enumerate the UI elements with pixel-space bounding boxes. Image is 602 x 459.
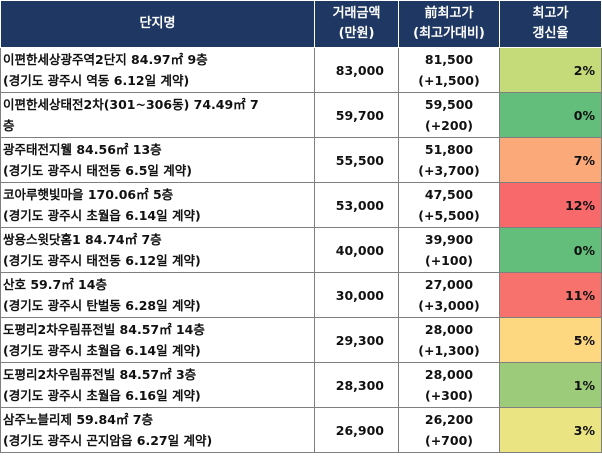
complex-name: 이편한세상광주역2단지 84.97㎡ 9층 <box>3 52 208 67</box>
previous-high-cell: 51,800 (+3,700) <box>398 137 500 183</box>
previous-high-cell: 81,500 (+1,500) <box>398 47 500 93</box>
previous-high-cell: 26,200 (+700) <box>398 407 500 453</box>
table-row: 광주태전지웰 84.56㎡ 13층 (경기도 광주시 태전동 6.5일 계약) 55… <box>0 137 602 183</box>
renewal-rate-cell: 2% <box>499 47 602 93</box>
previous-high-value: 26,200 <box>424 412 474 427</box>
previous-high-diff: (+700) <box>425 433 473 448</box>
header-row: 단지명 거래금액 (만원) 前최고가 (최고가대비) 최고가 갱신율 <box>0 0 602 48</box>
price-cell: 28,300 <box>314 362 399 408</box>
complex-cell: 코아루햇빛마을 170.06㎡ 5층 (경기도 광주시 초월읍 6.14일 계약) <box>0 182 315 228</box>
complex-name: 도평리2차우림퓨전빌 84.57㎡ 14층 <box>3 322 205 337</box>
complex-cell: 이편한세상광주역2단지 84.97㎡ 9층 (경기도 광주시 역동 6.12일 계… <box>0 47 315 93</box>
renewal-rate-cell: 1% <box>499 362 602 408</box>
table-row: 산호 59.7㎡ 14층 (경기도 광주시 탄벌동 6.28일 계약) 30,000… <box>0 272 602 318</box>
complex-location: 층 <box>3 118 15 133</box>
complex-cell: 이편한세상태전2차(301~306동) 74.49㎡ 7 층 <box>0 92 315 138</box>
complex-cell: 도평리2차우림퓨전빌 84.57㎡ 14층 (경기도 광주시 초월읍 6.14일 … <box>0 317 315 363</box>
previous-high-value: 27,000 <box>424 277 474 292</box>
table-row: 쌍용스윗닷홈1 84.74㎡ 7층 (경기도 광주시 태전동 6.12일 계약) 4… <box>0 227 602 273</box>
previous-high-diff: (+100) <box>425 253 473 268</box>
table-body: 이편한세상광주역2단지 84.97㎡ 9층 (경기도 광주시 역동 6.12일 계… <box>0 47 602 453</box>
complex-location: (경기도 광주시 탄벌동 6.28일 계약) <box>3 298 201 313</box>
previous-high-diff: (+300) <box>425 388 473 403</box>
previous-high-diff: (+5,500) <box>418 208 480 223</box>
complex-cell: 도평리2차우림퓨전빌 84.57㎡ 3층 (경기도 광주시 초월읍 6.16일 계… <box>0 362 315 408</box>
complex-location: (경기도 광주시 초월읍 6.14일 계약) <box>3 208 201 223</box>
complex-location: (경기도 광주시 초월읍 6.14일 계약) <box>3 343 201 358</box>
complex-name: 광주태전지웰 84.56㎡ 13층 <box>3 142 162 157</box>
previous-high-value: 28,000 <box>424 322 474 337</box>
renewal-rate-cell: 11% <box>499 272 602 318</box>
header-previous-high: 前최고가 (최고가대비) <box>398 0 500 48</box>
table-row: 도평리2차우림퓨전빌 84.57㎡ 14층 (경기도 광주시 초월읍 6.14일 … <box>0 317 602 363</box>
previous-high-cell: 28,000 (+300) <box>398 362 500 408</box>
table-row: 이편한세상태전2차(301~306동) 74.49㎡ 7 층 59,700 59,50… <box>0 92 602 138</box>
table-row: 삼주노블리제 59.84㎡ 7층 (경기도 광주시 곤지암읍 6.27일 계약) 2… <box>0 407 602 453</box>
complex-name: 쌍용스윗닷홈1 84.74㎡ 7층 <box>3 232 162 247</box>
price-cell: 30,000 <box>314 272 399 318</box>
price-cell: 83,000 <box>314 47 399 93</box>
price-cell: 53,000 <box>314 182 399 228</box>
previous-high-diff: (+3,000) <box>418 298 480 313</box>
complex-cell: 광주태전지웰 84.56㎡ 13층 (경기도 광주시 태전동 6.5일 계약) <box>0 137 315 183</box>
header-price-unit: (만원) <box>338 26 375 41</box>
price-cell: 29,300 <box>314 317 399 363</box>
previous-high-value: 81,500 <box>424 52 474 67</box>
previous-high-value: 39,900 <box>424 232 474 247</box>
complex-cell: 삼주노블리제 59.84㎡ 7층 (경기도 광주시 곤지암읍 6.27일 계약) <box>0 407 315 453</box>
header-price-title: 거래금액 <box>332 6 381 21</box>
price-cell: 59,700 <box>314 92 399 138</box>
table-row: 코아루햇빛마을 170.06㎡ 5층 (경기도 광주시 초월읍 6.14일 계약)… <box>0 182 602 228</box>
previous-high-cell: 39,900 (+100) <box>398 227 500 273</box>
complex-location: (경기도 광주시 태전동 6.12일 계약) <box>3 253 201 268</box>
price-cell: 55,500 <box>314 137 399 183</box>
header-price: 거래금액 (만원) <box>314 0 399 48</box>
header-previous-high-note: (최고가대비) <box>413 26 485 41</box>
complex-name: 코아루햇빛마을 170.06㎡ 5층 <box>3 187 174 202</box>
header-complex-name: 단지명 <box>0 0 315 48</box>
renewal-rate-cell: 0% <box>499 227 602 273</box>
complex-name: 삼주노블리제 59.84㎡ 7층 <box>3 412 153 427</box>
complex-cell: 산호 59.7㎡ 14층 (경기도 광주시 탄벌동 6.28일 계약) <box>0 272 315 318</box>
renewal-rate-cell: 0% <box>499 92 602 138</box>
price-cell: 26,900 <box>314 407 399 453</box>
complex-name: 도평리2차우림퓨전빌 84.57㎡ 3층 <box>3 367 197 382</box>
header-previous-high-title: 前최고가 <box>424 6 474 21</box>
previous-high-cell: 28,000 (+1,300) <box>398 317 500 363</box>
previous-high-diff: (+200) <box>425 118 473 133</box>
previous-high-diff: (+1,500) <box>418 73 480 88</box>
renewal-rate-cell: 7% <box>499 137 602 183</box>
complex-name: 이편한세상태전2차(301~306동) 74.49㎡ 7 <box>3 97 259 112</box>
previous-high-cell: 27,000 (+3,000) <box>398 272 500 318</box>
previous-high-value: 51,800 <box>424 142 474 157</box>
previous-high-diff: (+1,300) <box>418 343 480 358</box>
previous-high-cell: 47,500 (+5,500) <box>398 182 500 228</box>
renewal-rate-cell: 3% <box>499 407 602 453</box>
header-renewal-rate-line2: 갱신율 <box>532 26 569 41</box>
complex-location: (경기도 광주시 역동 6.12일 계약) <box>3 73 190 88</box>
previous-high-value: 59,500 <box>424 97 474 112</box>
price-cell: 40,000 <box>314 227 399 273</box>
header-renewal-rate-line1: 최고가 <box>532 6 569 21</box>
table-header: 단지명 거래금액 (만원) 前최고가 (최고가대비) 최고가 갱신율 <box>0 0 602 48</box>
table-row: 이편한세상광주역2단지 84.97㎡ 9층 (경기도 광주시 역동 6.12일 계… <box>0 47 602 93</box>
complex-location: (경기도 광주시 태전동 6.5일 계약) <box>3 163 192 178</box>
header-renewal-rate: 최고가 갱신율 <box>499 0 602 48</box>
previous-high-cell: 59,500 (+200) <box>398 92 500 138</box>
complex-name: 산호 59.7㎡ 14층 <box>3 277 107 292</box>
previous-high-value: 28,000 <box>424 367 474 382</box>
table-row: 도평리2차우림퓨전빌 84.57㎡ 3층 (경기도 광주시 초월읍 6.16일 계… <box>0 362 602 408</box>
complex-location: (경기도 광주시 곤지암읍 6.27일 계약) <box>3 433 213 448</box>
complex-cell: 쌍용스윗닷홈1 84.74㎡ 7층 (경기도 광주시 태전동 6.12일 계약) <box>0 227 315 273</box>
renewal-rate-cell: 12% <box>499 182 602 228</box>
complex-location: (경기도 광주시 초월읍 6.16일 계약) <box>3 388 201 403</box>
renewal-rate-cell: 5% <box>499 317 602 363</box>
previous-high-value: 47,500 <box>424 187 474 202</box>
previous-high-diff: (+3,700) <box>418 163 480 178</box>
